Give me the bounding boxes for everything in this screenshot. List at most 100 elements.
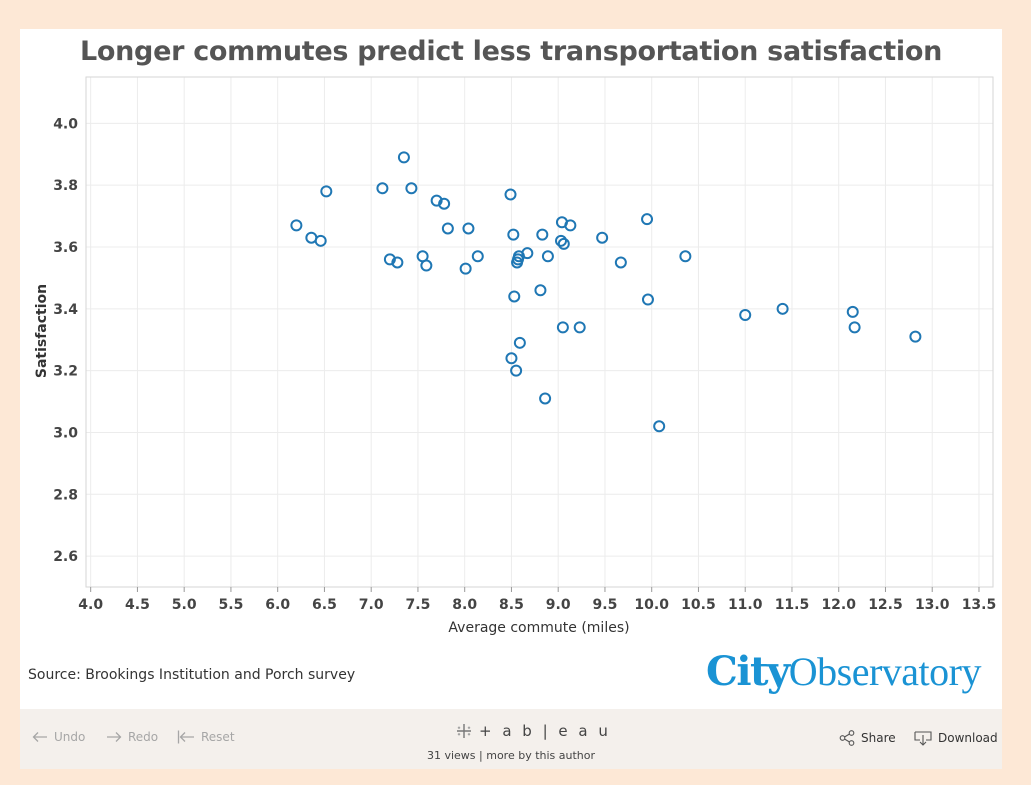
data-point[interactable] [459, 262, 472, 275]
data-point[interactable] [513, 336, 526, 349]
download-icon [914, 731, 932, 746]
y-tick-label: 3.2 [53, 364, 78, 380]
x-tick-label: 7.5 [406, 597, 431, 613]
redo-button[interactable]: Redo [106, 730, 158, 744]
data-point[interactable] [556, 321, 569, 334]
data-point[interactable] [521, 247, 534, 260]
views-line: 31 views | more by this author [20, 749, 1002, 762]
x-tick-label: 11.5 [775, 597, 810, 613]
x-tick-label: 6.0 [265, 597, 290, 613]
data-point[interactable] [290, 219, 303, 232]
x-tick-label: 5.5 [219, 597, 244, 613]
data-point[interactable] [383, 253, 396, 266]
y-tick-label: 3.6 [53, 240, 78, 256]
x-tick-label: 8.5 [499, 597, 524, 613]
x-tick-label: 12.0 [821, 597, 856, 613]
tableau-logo[interactable]: + a b | e a u [455, 722, 611, 740]
y-tick-label: 3.0 [53, 425, 78, 441]
plot-frame [85, 76, 994, 588]
share-icon [839, 730, 855, 746]
x-axis-ticks: 4.0 4.5 5.0 5.5 6.0 6.5 7.0 7.5 8.0 8.5 9.0 9.5 10.0… [78, 587, 996, 613]
data-point[interactable] [420, 259, 433, 272]
more-by-author-link[interactable]: more by this author [486, 749, 596, 762]
y-tick-label: 4.0 [53, 116, 78, 132]
x-tick-label: 13.0 [915, 597, 950, 613]
tableau-wordmark: + a b | e a u [479, 722, 611, 740]
data-point[interactable] [320, 185, 333, 198]
data-point[interactable] [776, 302, 789, 315]
data-point[interactable] [507, 228, 520, 241]
data-point[interactable] [508, 290, 521, 303]
y-axis-ticks: 4.0 3.8 3.6 3.4 3.2 3.0 2.8 2.6 [53, 116, 78, 565]
x-tick-label: 4.0 [78, 597, 103, 613]
source-note: Source: Brookings Institution and Porch … [28, 667, 356, 683]
city-observatory-logo[interactable]: CityObservatory [706, 648, 981, 695]
data-point[interactable] [541, 250, 554, 263]
logo-city-text: City [706, 648, 790, 695]
x-tick-label: 11.0 [728, 597, 763, 613]
x-tick-label: 5.0 [172, 597, 197, 613]
data-point[interactable] [534, 284, 547, 297]
data-point[interactable] [391, 256, 404, 269]
data-point[interactable] [438, 197, 451, 210]
data-point[interactable] [314, 234, 327, 247]
x-tick-label: 8.0 [452, 597, 477, 613]
data-point[interactable] [679, 250, 692, 263]
x-tick-label: 12.5 [868, 597, 903, 613]
gridlines [86, 77, 993, 587]
undo-arrow-icon [32, 732, 47, 742]
data-point[interactable] [505, 352, 518, 365]
x-tick-label: 4.5 [125, 597, 150, 613]
data-point[interactable] [504, 188, 517, 201]
data-point[interactable] [376, 182, 389, 195]
y-tick-label: 3.4 [53, 302, 78, 318]
data-point[interactable] [614, 256, 627, 269]
scatter-chart[interactable]: 4.0 3.8 3.6 3.4 3.2 3.0 2.8 2.6 4.0 4.5 5.0 5.5 6.0… [0, 0, 1031, 700]
data-point[interactable] [462, 222, 475, 235]
share-button[interactable]: Share [839, 730, 896, 746]
data-point[interactable] [405, 182, 418, 195]
reset-label: Reset [201, 730, 235, 744]
data-point[interactable] [536, 228, 549, 241]
data-points [290, 151, 922, 433]
download-label: Download [938, 731, 998, 745]
data-point[interactable] [641, 213, 654, 226]
reset-button[interactable]: Reset [177, 730, 235, 744]
undo-label: Undo [54, 730, 86, 744]
redo-label: Redo [128, 730, 159, 744]
data-point[interactable] [471, 250, 484, 263]
chart-title: Longer commutes predict less transportat… [79, 36, 943, 67]
x-tick-label: 7.0 [359, 597, 384, 613]
data-point[interactable] [555, 234, 568, 247]
x-tick-label: 6.5 [312, 597, 337, 613]
data-point[interactable] [539, 392, 552, 405]
data-point[interactable] [909, 330, 922, 343]
x-tick-label: 10.0 [634, 597, 669, 613]
download-button[interactable]: Download [914, 730, 998, 746]
y-tick-label: 3.8 [53, 178, 78, 194]
data-point[interactable] [846, 305, 859, 318]
y-tick-label: 2.6 [53, 549, 78, 565]
x-tick-label: 10.5 [681, 597, 716, 613]
undo-button[interactable]: Undo [32, 730, 85, 744]
data-point[interactable] [430, 194, 443, 207]
data-point[interactable] [596, 231, 609, 244]
data-point[interactable] [739, 309, 752, 321]
redo-arrow-icon [107, 732, 122, 742]
data-point[interactable] [397, 151, 410, 164]
data-point[interactable] [564, 219, 577, 232]
view-count: 31 views [426, 749, 476, 762]
logo-observatory-text: Observatory [788, 649, 982, 694]
tableau-plus-icon [457, 724, 471, 738]
data-point[interactable] [653, 420, 666, 433]
tableau-toolbar [20, 709, 1002, 769]
data-point[interactable] [848, 321, 861, 334]
data-point[interactable] [641, 293, 654, 306]
data-point[interactable] [441, 222, 454, 235]
data-point[interactable] [557, 237, 570, 250]
data-point[interactable] [510, 364, 523, 377]
x-tick-label: 9.0 [546, 597, 571, 613]
data-point[interactable] [573, 321, 586, 334]
x-axis-label: Average commute (miles) [448, 620, 629, 636]
y-tick-label: 2.8 [53, 487, 78, 503]
